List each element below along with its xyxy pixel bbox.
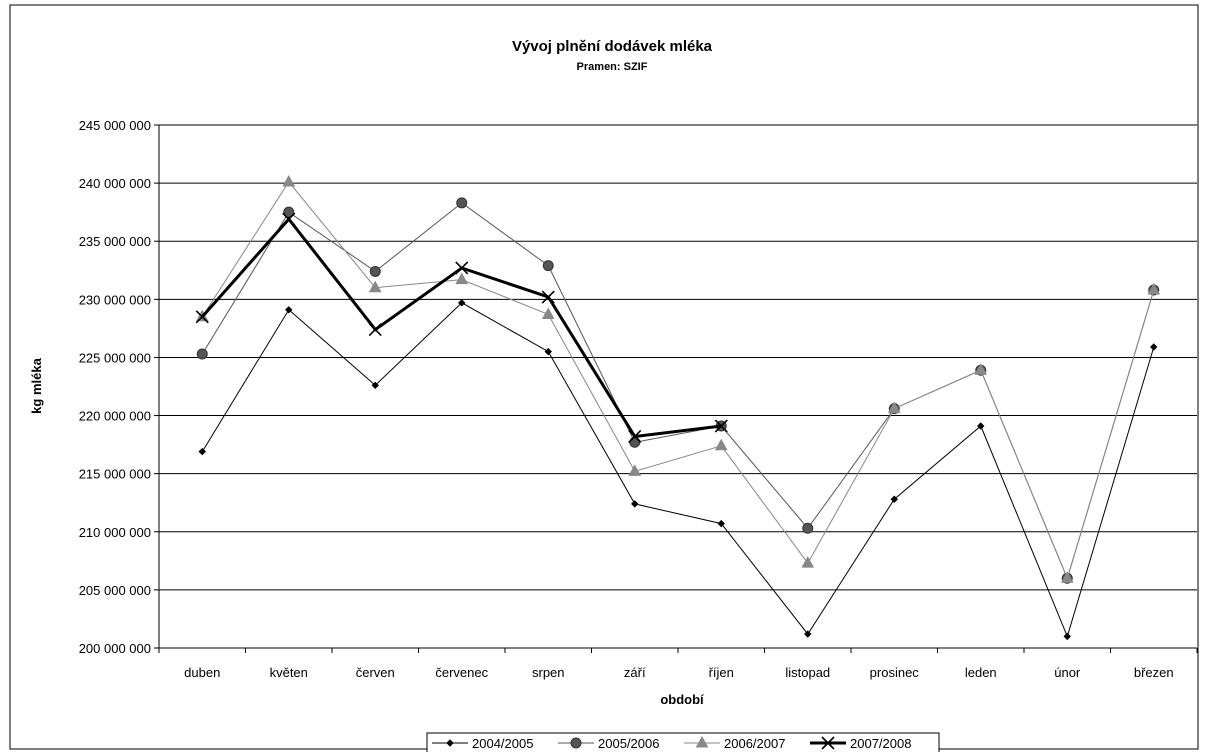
- data-point-legend: [695, 735, 709, 748]
- data-point-2007-2008: [541, 290, 555, 304]
- legend-label: 2004/2005: [472, 736, 533, 751]
- data-point-2007-2008: [628, 429, 642, 444]
- data-point-2005-2006: [456, 197, 468, 209]
- data-point-2007-2008: [282, 212, 296, 226]
- x-tick-label: listopad: [785, 665, 830, 680]
- data-point-2006-2007: [368, 280, 382, 293]
- data-point-2004-2005: [458, 299, 466, 307]
- y-tick-label: 200 000 000: [79, 641, 151, 656]
- data-point-legend: [446, 739, 454, 747]
- data-point-2006-2007: [801, 556, 815, 568]
- plot-area: [159, 125, 1197, 648]
- y-tick-label: 210 000 000: [79, 525, 151, 540]
- data-point-2005-2006: [802, 522, 814, 534]
- chart-title: Vývoj plnění dodávek mléka: [512, 38, 713, 55]
- title-box: [477, 32, 747, 78]
- data-point-2004-2005: [631, 500, 639, 508]
- x-tick-label: únor: [1054, 665, 1081, 680]
- x-axis-title: období: [660, 692, 704, 707]
- data-point-2005-2006: [369, 265, 381, 277]
- legend-entries: 2004/2005 2005/2006 2006/2007 2007/2008: [432, 735, 911, 751]
- data-point-2007-2008: [714, 419, 728, 433]
- x-tick-label: červenec: [435, 665, 488, 680]
- y-tick-label: 215 000 000: [79, 467, 151, 482]
- x-tick-label: říjen: [709, 665, 734, 680]
- series-line: [201, 181, 1155, 580]
- data-point-2006-2007: [714, 438, 728, 451]
- y-tick-label: 245 000 000: [79, 118, 151, 133]
- data-point-legend: [821, 736, 835, 750]
- series-2007-2008: [195, 212, 728, 444]
- data-point-2004-2005: [804, 630, 812, 638]
- y-tick-label: 225 000 000: [79, 350, 151, 365]
- x-tick-label: duben: [184, 665, 220, 680]
- data-point-2005-2006: [196, 348, 208, 360]
- data-point-2004-2005: [717, 519, 725, 528]
- series-2006-2007: [195, 174, 1161, 583]
- x-tick-label: srpen: [532, 665, 565, 680]
- x-tick-label: květen: [270, 665, 308, 680]
- y-tick-label: 220 000 000: [79, 409, 151, 424]
- y-tick-label: 240 000 000: [79, 176, 151, 191]
- data-point-2005-2006: [629, 436, 641, 448]
- data-point-2004-2005: [1063, 632, 1071, 641]
- data-point-2005-2006: [542, 260, 554, 272]
- series-lines: [195, 174, 1161, 641]
- legend: [426, 732, 940, 752]
- x-tick-label: březen: [1134, 665, 1174, 680]
- y-tick-label: 235 000 000: [79, 234, 151, 249]
- y-tick-label: 205 000 000: [79, 583, 151, 598]
- y-tick-label: 230 000 000: [79, 292, 151, 307]
- data-point-2006-2007: [628, 464, 642, 476]
- data-point-2007-2008: [455, 261, 469, 275]
- data-point-2006-2007: [974, 363, 988, 375]
- data-point-2004-2005: [977, 422, 985, 430]
- y-axis-title: kg mléka: [29, 357, 44, 413]
- x-tick-label: leden: [965, 665, 997, 680]
- data-point-2007-2008: [195, 310, 209, 324]
- data-point-2007-2008: [368, 322, 382, 337]
- data-point-2004-2005: [890, 495, 898, 503]
- data-point-2004-2005: [544, 347, 552, 356]
- chart-subtitle: Pramen: SZIF: [577, 61, 648, 73]
- series-2004-2005: [198, 299, 1158, 641]
- series-line: [201, 302, 1155, 638]
- data-point-2006-2007: [282, 174, 296, 187]
- x-tick-label: září: [624, 665, 646, 680]
- data-point-2006-2007: [887, 401, 901, 414]
- data-point-2004-2005: [371, 381, 379, 390]
- x-tick-label: červen: [356, 665, 395, 680]
- data-point-2006-2007: [541, 307, 555, 319]
- data-point-2006-2007: [1147, 282, 1161, 295]
- data-point-2006-2007: [455, 272, 469, 285]
- data-point-2004-2005: [198, 447, 206, 456]
- legend-label: 2007/2008: [850, 736, 911, 751]
- data-point-legend: [570, 737, 582, 749]
- data-point-2004-2005: [285, 306, 293, 314]
- axes: 200 000 000 205 000 000 210 000 000 215 000…: [79, 118, 1198, 680]
- legend-label: 2006/2007: [724, 736, 785, 751]
- data-point-2004-2005: [1150, 343, 1158, 351]
- x-tick-label: prosinec: [870, 665, 920, 680]
- legend-label: 2005/2006: [598, 736, 659, 751]
- data-point-2006-2007: [1060, 571, 1074, 583]
